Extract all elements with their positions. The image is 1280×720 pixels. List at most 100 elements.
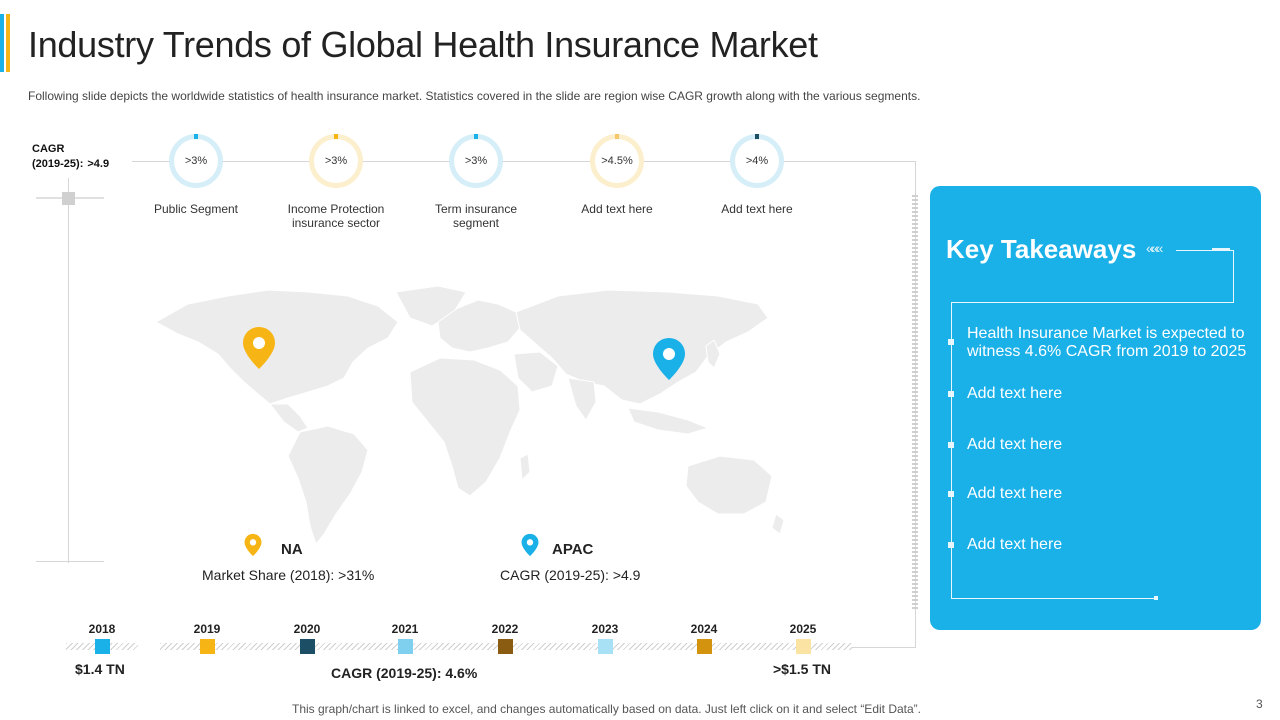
timeline-year-marker [796, 639, 811, 654]
takeaway-item: Add text here [967, 436, 1063, 453]
map-new-zealand [771, 513, 785, 535]
segments-connector-line [132, 161, 916, 162]
timeline-end-value: >$1.5 TN [773, 661, 831, 677]
region-name: NA [281, 541, 303, 558]
takeaway-item: Add text here [967, 485, 1063, 502]
segment-term-insurance: >3% Term insurance segment [416, 134, 536, 230]
kt-frame-right-line [1233, 250, 1234, 303]
takeaway-bullet [948, 391, 954, 397]
na-legend-pin-icon [244, 533, 262, 557]
segment-ring: >3% [309, 134, 363, 188]
map-madagascar [519, 453, 531, 482]
cagr-header-period: (2019-25): [32, 158, 84, 170]
accent-bar-blue [0, 14, 4, 72]
segment-ring: >3% [169, 134, 223, 188]
kt-frame-left-line [951, 302, 952, 599]
timeline-year-label: 2022 [491, 622, 519, 636]
page-number: 3 [1256, 697, 1263, 711]
map-middle-east [513, 351, 559, 393]
segment-label: Add text here [581, 202, 653, 216]
kt-frame-top-accent [1212, 248, 1230, 251]
segment-ring: >4% [730, 134, 784, 188]
segment-ring-marker [755, 134, 759, 141]
segment-income-protection: >3% Income Protection insurance sector [276, 134, 396, 230]
segment-ring-marker [474, 134, 478, 141]
region-stat: CAGR (2019-25): >4.9 [500, 567, 641, 583]
map-europe [437, 299, 521, 353]
timeline-year-label: 2019 [193, 622, 221, 636]
segment-ring: >3% [449, 134, 503, 188]
page-title: Industry Trends of Global Health Insuran… [28, 24, 818, 65]
segment-value: >3% [314, 139, 358, 183]
map-southeast-asia [627, 407, 710, 435]
chevrons-left-icon: ««« [1146, 240, 1163, 256]
segment-ring: >4.5% [590, 134, 644, 188]
timeline-start-value: $1.4 TN [75, 661, 125, 677]
segment-value: >4.5% [595, 139, 639, 183]
apac-map-pin-icon [653, 338, 685, 380]
region-apac-name: APAC [552, 541, 593, 558]
key-takeaways-panel [930, 186, 1261, 630]
takeaway-bullet [948, 491, 954, 497]
segment-label: Income Protection insurance sector [287, 202, 385, 230]
segment-ring-marker [334, 134, 338, 141]
cagr-header-value: >4.9 [87, 158, 110, 170]
timeline-year-marker [697, 639, 712, 654]
takeaway-item: Add text here [967, 536, 1063, 553]
region-na-stat: Market Share (2018): >31% [202, 567, 374, 583]
segment-ring-marker [194, 134, 198, 141]
segment-value: >4% [735, 139, 779, 183]
timeline-year-label: 2024 [690, 622, 718, 636]
region-name: APAC [552, 541, 594, 558]
cagr-header-line2: (2019-25): >4.9 [32, 157, 109, 172]
cagr-header: CAGR (2019-25): >4.9 [32, 142, 109, 172]
takeaway-bullet [948, 442, 954, 448]
region-stat: Market Share (2018): >31% [202, 567, 375, 583]
segment-label: Term insurance segment [434, 202, 518, 230]
segment-label: Public Segment [153, 202, 239, 216]
na-map-pin-icon [243, 327, 275, 369]
world-map [154, 285, 785, 546]
takeaway-bullet [948, 542, 954, 548]
timeline-year-label: 2021 [391, 622, 419, 636]
key-takeaways-title: Key Takeaways [946, 234, 1137, 264]
map-africa [409, 357, 521, 497]
segment-value: >3% [454, 139, 498, 183]
segment-five: >4% Add text here [697, 134, 817, 216]
title-accent-bar [0, 14, 12, 72]
map-south-america [287, 425, 369, 546]
right-connector-hatch [912, 195, 918, 610]
takeaway-bullet [948, 339, 954, 345]
apac-legend-pin-icon [521, 533, 539, 557]
left-axis-bottom-tick [36, 561, 104, 562]
map-japan [705, 339, 721, 369]
left-axis-line [68, 178, 69, 563]
region-apac-stat: CAGR (2019-25): >4.9 [500, 567, 640, 583]
cagr-header-line1: CAGR [32, 143, 65, 155]
segment-public: >3% Public Segment [136, 134, 256, 216]
kt-frame-top-line [1176, 250, 1234, 251]
segment-ring-marker [615, 134, 619, 141]
map-north-america [154, 289, 399, 405]
kt-frame-mid-line [951, 302, 1234, 303]
segment-label: Add text here [721, 202, 793, 216]
timeline-cagr: CAGR (2019-25): 4.6% [331, 665, 478, 681]
accent-bar-yellow [6, 14, 10, 72]
left-axis-knob [62, 192, 75, 205]
timeline-year-marker [598, 639, 613, 654]
map-asia [515, 289, 769, 405]
timeline-year-label: 2023 [591, 622, 619, 636]
kt-frame-end-dot [1154, 596, 1158, 600]
segment-four: >4.5% Add text here [557, 134, 677, 216]
takeaway-item: Health Insurance Market is expected to w… [967, 325, 1247, 360]
timeline-year-label: 2018 [88, 622, 116, 636]
timeline-year-marker [300, 639, 315, 654]
timeline-year-marker [95, 639, 110, 654]
timeline-year-marker [398, 639, 413, 654]
bottom-connector-line [852, 647, 916, 648]
map-australia [685, 455, 773, 515]
segment-value: >3% [174, 139, 218, 183]
region-na-name: NA [281, 541, 303, 558]
timeline-year-label: 2020 [293, 622, 321, 636]
map-india [567, 377, 597, 421]
